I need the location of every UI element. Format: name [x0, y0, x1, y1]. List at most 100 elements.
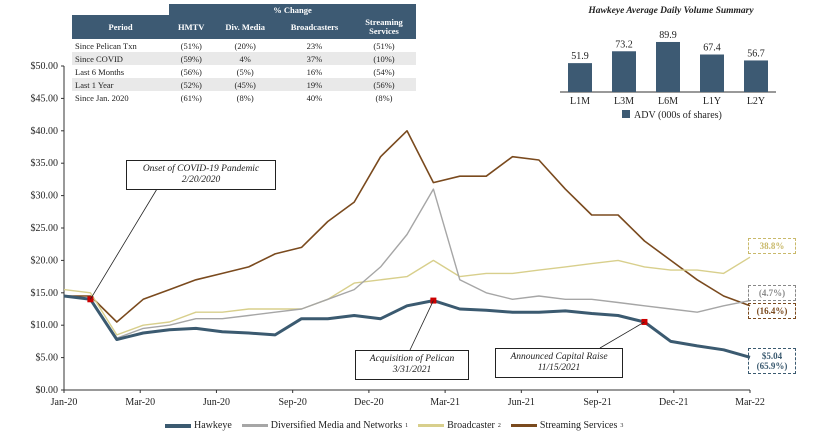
row-period: Since Jan. 2020 [75, 92, 129, 103]
pelican-annotation: Acquisition of Pelican 3/31/2021 [355, 350, 469, 380]
cell-stream: (51%) [373, 40, 395, 51]
event-markers [87, 183, 648, 351]
adv-bar-chart: 51.9 L1M 73.2 L3M 89.9 L6M 67.4 L1Y 56.7 L2Y ADV (… [560, 30, 776, 121]
capital-raise-annotation-title: Announced Capital Raise [510, 352, 608, 362]
legend-label: Streaming Services [539, 420, 618, 431]
adv-category-label: L1Y [703, 96, 721, 107]
adv-bar [744, 60, 768, 92]
chart-lines [63, 130, 751, 359]
cell-hmtv: (61%) [180, 92, 202, 103]
x-tick-label: Sep-21 [583, 397, 611, 408]
series-line-streaming [64, 130, 751, 323]
x-tick-label: Jan-20 [51, 397, 78, 408]
table-row: Last 1 Year (52%) (45%) 19% (56%) [72, 78, 416, 91]
adv-chart-title: Hawkeye Average Daily Volume Summary [588, 6, 754, 16]
adv-category-label: L2Y [747, 96, 765, 107]
cell-div: (45%) [213, 78, 277, 91]
y-tick-label: $5.00 [36, 353, 59, 364]
y-tick-label: $20.00 [31, 255, 59, 266]
table-row: Since Pelican Txn (51%) (20%) 23% (51%) [72, 39, 416, 52]
y-tick-label: $25.00 [31, 223, 59, 234]
adv-category-label: L1M [570, 96, 590, 107]
col-header-hmtv: HMTV [169, 15, 214, 39]
cell-div: (20%) [234, 40, 256, 51]
hawkeye-end-label: $5.04 (65.9%) [748, 348, 796, 374]
adv-category-label: L3M [614, 96, 634, 107]
legend-label: Broadcaster [447, 420, 495, 431]
annotation-leader-line [90, 183, 161, 300]
cell-stream: (10%) [352, 52, 416, 65]
x-tick-label: Dec-21 [659, 397, 688, 408]
y-tick-label: $50.00 [31, 61, 59, 72]
legend-swatch [418, 424, 445, 427]
cell-stream: (54%) [373, 66, 395, 77]
table-row: Since COVID (59%) 4% 37% (10%) [72, 52, 416, 65]
adv-bar [656, 41, 680, 92]
y-tick-label: $30.00 [31, 191, 59, 202]
y-tick-label: $45.00 [31, 93, 59, 104]
col-header-streaming: Streaming Services [352, 15, 416, 39]
annotation-leader-line [599, 321, 645, 349]
cell-broad: 37% [276, 52, 352, 65]
row-period: Since Pelican Txn [75, 40, 137, 51]
y-tick-label: $15.00 [31, 288, 59, 299]
capital-raise-annotation: Announced Capital Raise 11/15/2021 [495, 348, 623, 378]
x-tick-label: Jun-20 [203, 397, 230, 408]
hawkeye-end-pct: (65.9%) [756, 361, 788, 371]
diversified-end-label: (4.7%) [748, 285, 796, 301]
adv-bar-value-label: 56.7 [747, 48, 765, 59]
adv-bar-value-label: 73.2 [615, 39, 633, 50]
covid-annotation-title: Onset of COVID-19 Pandemic [142, 164, 260, 174]
cell-div: (5%) [236, 66, 254, 77]
legend-label: Diversified Media and Networks [270, 420, 403, 431]
adv-bar-value-label: 51.9 [571, 51, 589, 62]
adv-bar [612, 51, 636, 92]
cell-broad: 19% [276, 78, 352, 91]
cell-hmtv: (59%) [169, 52, 214, 65]
y-tick-label: $40.00 [31, 126, 59, 137]
row-period: Last 1 Year [72, 78, 170, 91]
adv-bar-value-label: 89.9 [659, 30, 677, 41]
chart-legend: Hawkeye Diversified Media and Networks 1 … [165, 420, 623, 431]
cell-broad: 16% [306, 66, 323, 77]
table-row: Since Jan. 2020 (61%) (8%) 40% (8%) [72, 91, 416, 104]
chart-axes: $0.00 $5.00 $10.00 $15.00 $20.00 $25.00 $30.00… [31, 61, 765, 408]
broadcaster-end-label: 38.8% [748, 238, 796, 254]
adv-legend-swatch [622, 110, 630, 118]
legend-item-broadcaster: Broadcaster 2 [418, 420, 501, 431]
capital-raise-annotation-date: 11/15/2021 [537, 363, 581, 373]
cell-broad: 40% [306, 92, 323, 103]
adv-bar-value-label: 67.4 [703, 42, 721, 53]
cell-div: (8%) [236, 92, 254, 103]
percent-change-table: % Change Period HMTV Div. Media Broadcas… [72, 4, 416, 104]
pelican-annotation-title: Acquisition of Pelican [369, 354, 455, 364]
cell-stream: (56%) [352, 78, 416, 91]
x-tick-label: Mar-20 [125, 397, 155, 408]
legend-label: Hawkeye [194, 420, 232, 431]
covid-annotation-date: 2/20/2020 [181, 175, 221, 185]
x-tick-label: Mar-21 [430, 397, 460, 408]
x-tick-label: Dec-20 [354, 397, 383, 408]
series-line-broadcaster [63, 256, 751, 336]
cell-stream: (8%) [375, 92, 393, 103]
hawkeye-end-price: $5.04 [761, 351, 783, 361]
legend-swatch [241, 424, 268, 427]
pelican-annotation-date: 3/31/2021 [392, 365, 432, 375]
legend-swatch [510, 424, 537, 427]
cell-hmtv: (51%) [180, 40, 202, 51]
adv-bar [700, 54, 724, 92]
streaming-end-label: (16.4%) [748, 303, 796, 319]
adv-category-label: L6M [658, 96, 678, 107]
covid-annotation: Onset of COVID-19 Pandemic 2/20/2020 [126, 160, 276, 190]
adv-legend-label: ADV (000s of shares) [634, 110, 722, 121]
x-tick-label: Mar-22 [735, 397, 765, 408]
row-period: Since COVID [72, 52, 170, 65]
series-line-diversified [63, 188, 751, 339]
y-tick-label: $10.00 [31, 320, 59, 331]
annotation-leader-line [409, 300, 434, 351]
adv-bar [568, 63, 592, 92]
cell-hmtv: (56%) [180, 66, 202, 77]
y-tick-label: $0.00 [36, 385, 59, 396]
series-line-hawkeye [63, 294, 751, 359]
